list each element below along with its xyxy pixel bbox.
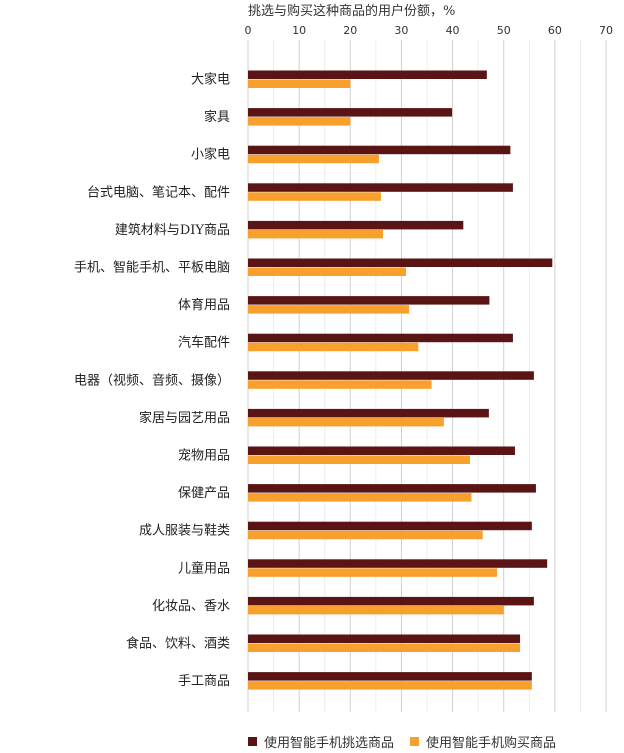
- bar-browse: [248, 145, 511, 155]
- legend-item-buy: 使用智能手机购买商品: [410, 732, 556, 751]
- legend-label-browse: 使用智能手机挑选商品: [264, 736, 395, 751]
- bar-buy: [248, 79, 351, 88]
- category-label: 成人服装与鞋类: [139, 523, 230, 539]
- bar-browse: [248, 258, 553, 267]
- bar-browse: [248, 521, 532, 531]
- x-tick-label: 20: [343, 24, 357, 37]
- bar-browse: [248, 220, 464, 230]
- category-label: 手机、智能手机、平板电脑: [74, 261, 230, 276]
- bar-buy: [248, 681, 532, 690]
- legend-swatch-browse: [248, 737, 257, 746]
- chart-title: 挑选与购买这种商品的用户份额，%: [248, 4, 456, 19]
- bar-browse: [248, 408, 489, 418]
- bar-browse: [248, 296, 490, 305]
- bar-buy: [248, 229, 384, 239]
- bar-browse: [248, 70, 487, 79]
- bar-buy: [248, 267, 407, 276]
- bar-buy: [248, 154, 379, 164]
- category-label: 宠物用品: [178, 448, 230, 464]
- legend-label-buy: 使用智能手机购买商品: [426, 736, 557, 751]
- bar-buy: [248, 605, 504, 615]
- bar-buy: [248, 530, 483, 540]
- bar-browse: [248, 371, 534, 380]
- category-label: 电器（视频、音频、摄像）: [74, 372, 230, 388]
- bar-buy: [248, 380, 432, 389]
- category-label: 家具: [204, 109, 230, 125]
- bar-browse: [248, 484, 536, 493]
- category-label: 台式电脑、笔记本、配件: [87, 184, 230, 200]
- category-label: 手工商品: [178, 674, 230, 689]
- x-tick-label: 60: [548, 24, 562, 37]
- category-label: 食品、饮料、酒类: [126, 636, 230, 652]
- category-label: 儿童用品: [178, 560, 230, 576]
- legend-swatch-buy: [410, 737, 420, 746]
- bar-buy: [248, 568, 498, 577]
- bar-buy: [248, 417, 444, 427]
- bar-buy: [248, 455, 470, 464]
- bar-browse: [248, 183, 513, 192]
- category-label: 建筑材料与DIY商品: [115, 222, 230, 238]
- category-label: 体育用品: [178, 297, 230, 313]
- bar-browse: [248, 634, 521, 643]
- bar-browse: [248, 559, 548, 568]
- bar-buy: [248, 493, 472, 502]
- x-tick-label: 40: [446, 24, 460, 37]
- bar-browse: [248, 672, 532, 681]
- legend: 使用智能手机挑选商品 使用智能手机购买商品: [248, 732, 572, 751]
- category-label: 汽车配件: [178, 335, 230, 351]
- bar-buy: [248, 117, 351, 126]
- bar-buy: [248, 342, 419, 352]
- x-tick-label: 50: [497, 24, 511, 37]
- x-tick-label: 10: [292, 24, 306, 37]
- category-label: 家居与园艺用品: [139, 410, 230, 426]
- legend-item-browse: 使用智能手机挑选商品: [248, 732, 394, 751]
- x-tick-label: 0: [245, 24, 252, 37]
- category-label: 化妆品、香水: [152, 599, 230, 614]
- bar-buy: [248, 643, 521, 652]
- bar-buy: [248, 305, 410, 314]
- bar-browse: [248, 446, 515, 455]
- bar-browse: [248, 596, 534, 606]
- bar-browse: [248, 108, 453, 117]
- category-label: 小家电: [191, 147, 230, 163]
- category-label: 保健产品: [178, 486, 230, 501]
- x-tick-label: 30: [394, 24, 408, 37]
- bar-buy: [248, 192, 381, 201]
- x-tick-label: 70: [599, 24, 613, 37]
- category-label: 大家电: [191, 72, 230, 88]
- bar-browse: [248, 333, 513, 343]
